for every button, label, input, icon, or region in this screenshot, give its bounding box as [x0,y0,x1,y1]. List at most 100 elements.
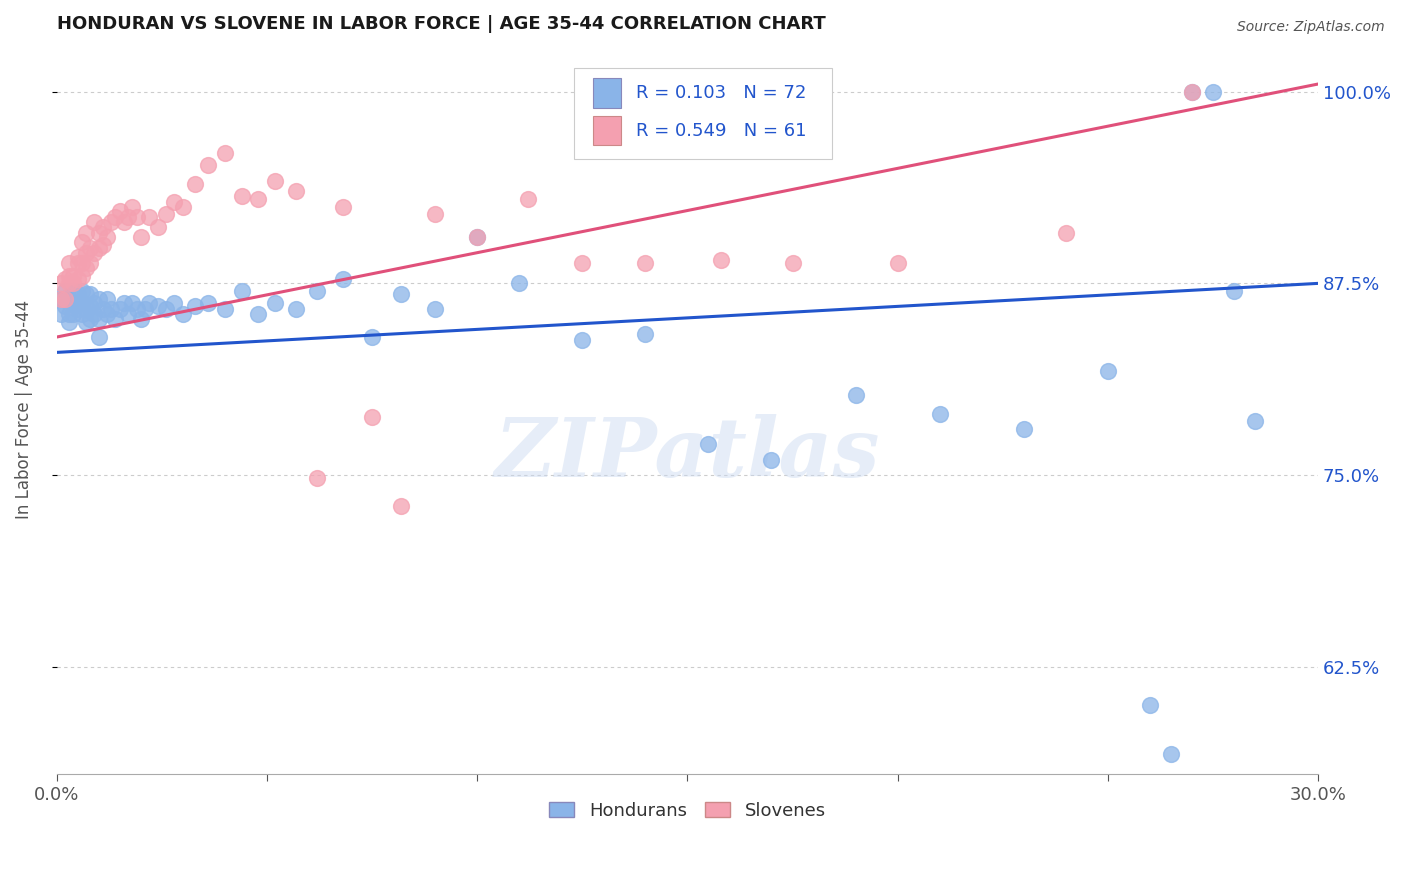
Point [87,241,110,255]
Point [75,302,97,317]
Point [886,256,908,270]
Point [58,315,80,329]
Text: Source: ZipAtlas.com: Source: ZipAtlas.com [1237,20,1385,34]
Point [697,437,720,451]
Point [70,268,93,283]
Point [75,287,97,301]
FancyBboxPatch shape [593,78,620,108]
Point [117,307,139,321]
Legend: Hondurans, Slovenes: Hondurans, Slovenes [541,795,832,827]
Point [70,307,93,321]
Point [172,307,194,321]
Point [184,299,207,313]
Point [66,296,89,310]
Point [58,268,80,283]
Point [138,211,160,225]
Point [104,311,127,326]
Point [1139,698,1161,712]
Point [62,277,84,291]
Point [361,409,384,424]
Point [138,296,160,310]
Point [70,284,93,298]
Point [53,272,76,286]
Point [70,256,93,270]
Point [134,302,156,317]
Point [75,226,97,240]
Point [53,292,76,306]
Point [100,302,122,317]
Point [91,238,114,252]
Point [214,146,236,161]
Point [423,302,446,317]
Text: ZIPatlas: ZIPatlas [495,414,880,493]
Point [121,200,143,214]
Point [163,195,186,210]
Point [87,226,110,240]
Point [264,296,287,310]
Point [75,245,97,260]
Point [163,296,186,310]
Point [66,287,89,301]
Point [53,299,76,313]
Point [1097,364,1119,378]
Point [391,287,413,301]
Point [62,284,84,298]
Point [91,302,114,317]
Point [634,326,657,341]
Point [1223,284,1246,298]
Point [155,207,177,221]
Text: R = 0.103   N = 72: R = 0.103 N = 72 [636,84,806,102]
Point [1054,226,1077,240]
Point [634,256,657,270]
Point [125,302,148,317]
Point [129,230,152,244]
Point [58,256,80,270]
Point [423,207,446,221]
Point [91,219,114,234]
Point [465,230,488,244]
Point [66,272,89,286]
Point [247,307,270,321]
Point [117,211,139,225]
Point [129,311,152,326]
Point [96,230,118,244]
Point [361,330,384,344]
Point [79,241,101,255]
Point [96,292,118,306]
Point [571,256,593,270]
Point [108,302,131,317]
FancyBboxPatch shape [574,68,832,159]
Point [79,311,101,326]
Point [247,192,270,206]
Point [87,292,110,306]
Point [83,245,105,260]
Point [231,284,253,298]
Point [1160,747,1182,762]
Point [761,452,783,467]
Point [96,307,118,321]
Point [332,200,354,214]
Point [508,277,530,291]
Point [928,407,950,421]
Point [214,302,236,317]
Point [49,292,72,306]
Point [79,299,101,313]
Point [58,292,80,306]
Point [53,284,76,298]
FancyBboxPatch shape [593,116,620,145]
Point [83,215,105,229]
Point [1202,85,1225,99]
Point [75,260,97,275]
Point [782,256,804,270]
Point [62,268,84,283]
Point [112,215,135,229]
Point [112,296,135,310]
Point [79,287,101,301]
Point [197,158,219,172]
Point [285,185,308,199]
Point [49,292,72,306]
Point [197,296,219,310]
Point [87,330,110,344]
Point [391,499,413,513]
Point [58,277,80,291]
